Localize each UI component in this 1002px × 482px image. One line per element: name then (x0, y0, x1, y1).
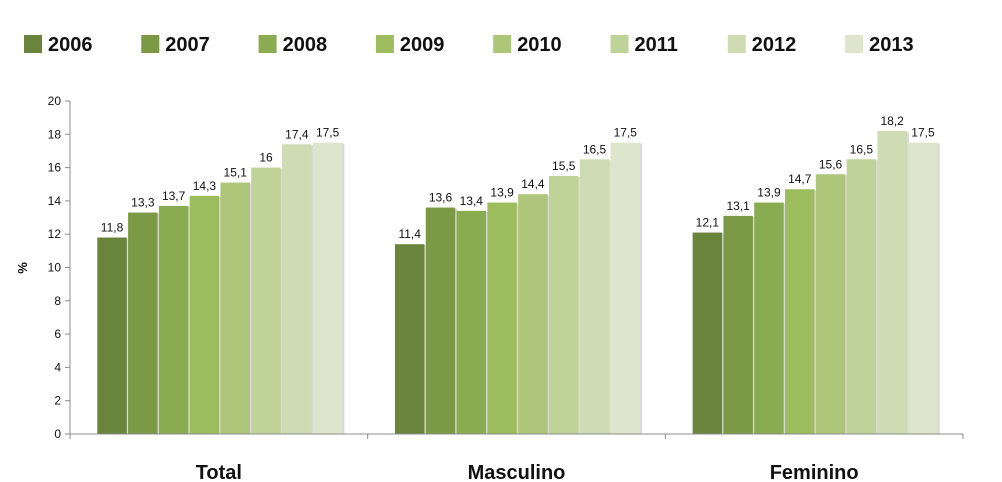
bar-feminino-2006 (692, 232, 723, 434)
legend-swatch-2008 (258, 35, 277, 53)
x-tick-label: Feminino (770, 462, 859, 482)
bar-total-2013 (312, 142, 343, 434)
data-label: 13,9 (490, 186, 514, 200)
legend-swatch-2006 (24, 35, 42, 53)
bar-total-2009 (189, 195, 220, 434)
bar-masculino-2011 (548, 175, 579, 435)
x-tick-label: Total (196, 462, 242, 482)
bar-total-2008 (158, 205, 189, 434)
bar-masculino-2013 (610, 142, 641, 434)
data-label: 15,5 (552, 159, 576, 173)
legend-label-2007: 2007 (165, 34, 210, 56)
y-tick-label: 20 (48, 94, 62, 108)
bar-total-2011 (251, 167, 281, 434)
y-tick-label: 10 (48, 261, 62, 275)
data-label: 11,4 (398, 227, 421, 241)
legend-label-2010: 2010 (517, 34, 562, 56)
bars: 11,8 13,3 13,7 14,3 15,1 16 17,4 17,5 11,4 13,6 13… (97, 114, 940, 435)
chart-legend: 2006 2007 2008 2009 2010 2011 2012 2013 (24, 34, 914, 56)
data-label: 16,5 (850, 142, 874, 156)
data-label: 18,2 (880, 114, 904, 128)
legend-label-2012: 2012 (752, 34, 797, 56)
legend-swatch-2009 (375, 35, 394, 53)
y-tick-label: 8 (54, 294, 61, 308)
data-label: 11,8 (101, 221, 124, 235)
bar-masculino-2010 (518, 194, 548, 434)
data-label: 13,6 (429, 191, 453, 205)
y-tick-label: 18 (48, 127, 62, 141)
data-label: 13,1 (726, 199, 750, 213)
bar-masculino-2008 (456, 210, 487, 434)
legend-label-2013: 2013 (869, 34, 914, 56)
data-label: 13,9 (757, 186, 781, 200)
legend-swatch-2011 (610, 35, 629, 53)
bar-feminino-2013 (908, 142, 938, 434)
y-axis: 0 2 4 6 8 10 12 14 16 18 20 (48, 94, 71, 441)
data-label: 14,7 (788, 172, 812, 186)
data-label: 13,7 (162, 189, 186, 203)
legend-swatch-2012 (727, 35, 746, 53)
y-tick-label: 14 (48, 194, 62, 208)
bar-feminino-2011 (846, 159, 877, 434)
data-label: 14,4 (521, 177, 545, 191)
bar-feminino-2012 (877, 130, 907, 434)
data-label: 16,5 (583, 142, 607, 156)
legend-label-2008: 2008 (283, 34, 328, 56)
bar-masculino-2007 (425, 207, 456, 434)
bar-masculino-2006 (394, 244, 425, 434)
bar-feminino-2009 (785, 189, 815, 434)
data-label: 15,6 (819, 157, 843, 171)
bar-total-2010 (220, 182, 250, 434)
legend-label-2009: 2009 (400, 34, 445, 56)
data-label: 13,3 (131, 196, 155, 210)
y-tick-label: 6 (54, 327, 61, 341)
legend-swatch-2013 (845, 35, 864, 53)
bar-feminino-2008 (754, 202, 784, 434)
legend-label-2011: 2011 (635, 34, 678, 56)
x-axis: Total Masculino Feminino (69, 433, 964, 482)
y-tick-label: 12 (48, 227, 62, 241)
data-label: 14,3 (193, 179, 217, 193)
y-tick-label: 0 (54, 427, 61, 441)
bar-feminino-2010 (815, 174, 846, 434)
y-tick-label: 16 (48, 161, 62, 175)
bar-total-2006 (97, 237, 127, 434)
y-tick-label: 2 (54, 394, 61, 408)
x-tick-label: Masculino (468, 462, 566, 482)
legend-swatch-2007 (141, 35, 160, 53)
bar-total-2012 (282, 144, 312, 435)
bar-masculino-2012 (579, 159, 610, 434)
data-label: 17,5 (316, 126, 340, 140)
data-label: 15,1 (224, 166, 248, 180)
y-tick-label: 4 (54, 360, 61, 374)
legend-swatch-2010 (493, 35, 512, 53)
data-label: 17,5 (911, 126, 935, 140)
data-label: 12,1 (696, 216, 720, 230)
data-label: 17,4 (285, 127, 309, 141)
legend-label-2006: 2006 (48, 34, 93, 56)
data-label: 16 (259, 151, 273, 165)
y-axis-title: % (15, 262, 30, 274)
data-label: 13,4 (460, 194, 484, 208)
data-label: 17,5 (614, 126, 638, 140)
bar-masculino-2009 (487, 202, 517, 434)
bar-total-2007 (128, 212, 158, 434)
bar-feminino-2007 (723, 215, 753, 434)
